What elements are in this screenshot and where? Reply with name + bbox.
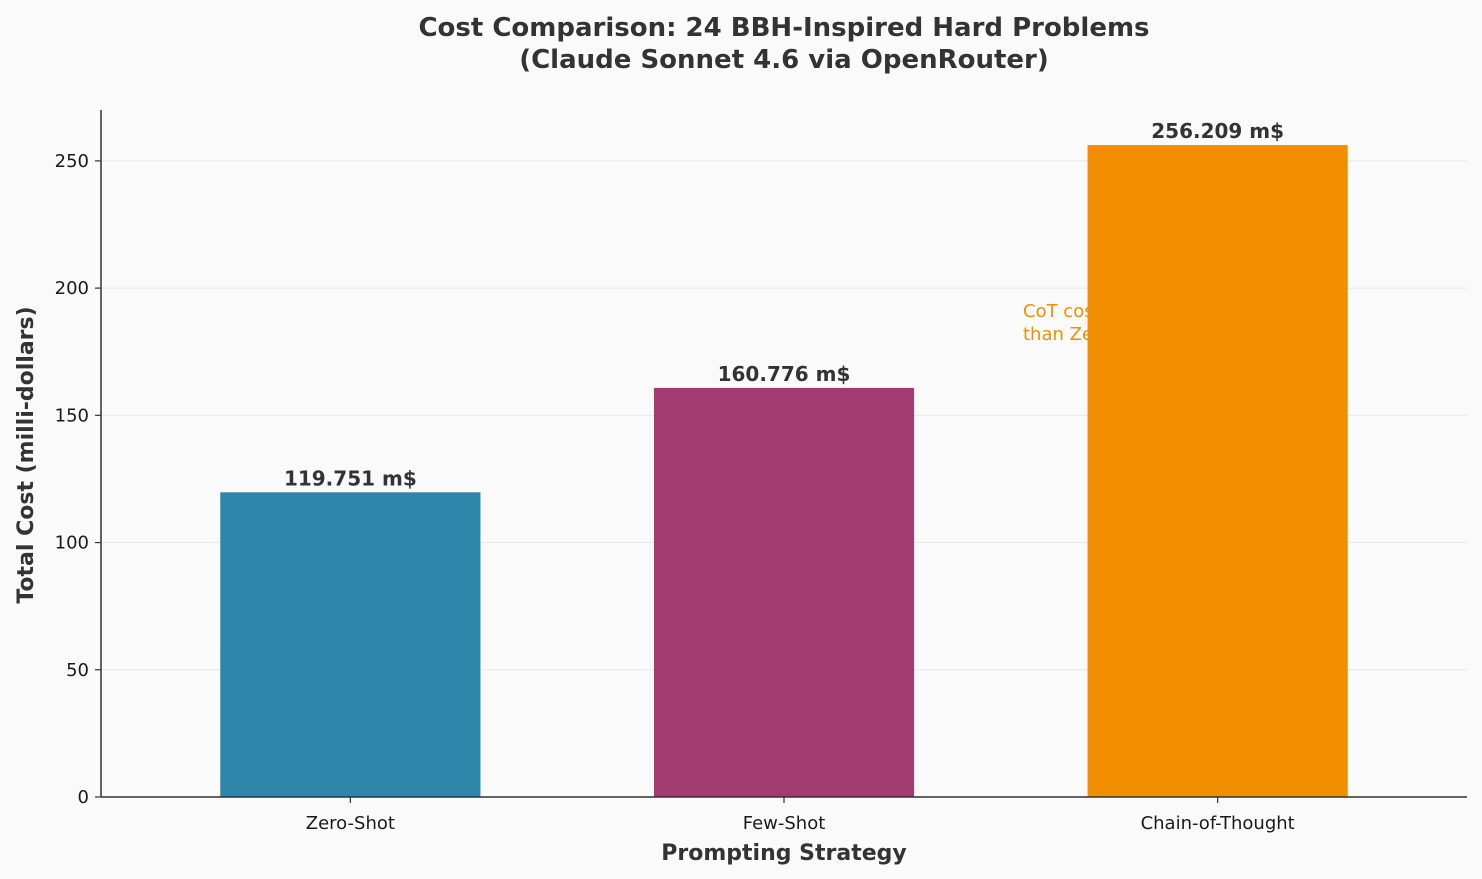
annotation: CoT costs than Zero — [1023, 301, 1111, 345]
data-label-chain-of-thought: 256.209 m$ — [1151, 119, 1284, 143]
chart-title-line2: (Claude Sonnet 4.6 via OpenRouter) — [519, 45, 1049, 75]
y-tick-label-200: 200 — [55, 278, 89, 299]
bar-chain-of-thought — [1087, 145, 1348, 797]
y-tick-label-150: 150 — [55, 405, 89, 426]
y-tick-label-250: 250 — [55, 151, 89, 172]
x-tick-label-chain-of-thought: Chain-of-Thought — [1141, 813, 1295, 834]
annotation-line1: CoT costs — [1023, 301, 1110, 322]
bars — [220, 145, 1348, 797]
y-tick-label-0: 0 — [78, 787, 89, 808]
x-tick-label-few-shot: Few-Shot — [743, 813, 826, 834]
data-label-few-shot: 160.776 m$ — [718, 362, 851, 386]
x-tick-label-zero-shot: Zero-Shot — [306, 813, 395, 834]
bar-few-shot — [653, 387, 915, 797]
chart-title-line1: Cost Comparison: 24 BBH-Inspired Hard Pr… — [418, 13, 1149, 43]
data-label-zero-shot: 119.751 m$ — [284, 466, 417, 490]
y-axis-title: Total Cost (milli-dollars) — [14, 306, 39, 603]
bar-zero-shot — [220, 492, 481, 797]
annotation-line2: than Zero — [1023, 324, 1111, 345]
data-labels: 119.751 m$ 160.776 m$ 256.209 m$ — [284, 119, 1284, 490]
y-tick-label-100: 100 — [55, 533, 89, 554]
y-tick-label-50: 50 — [66, 660, 89, 681]
x-axis-title: Prompting Strategy — [661, 841, 906, 866]
x-ticks: Zero-Shot Few-Shot Chain-of-Thought — [306, 797, 1295, 834]
y-ticks: 0 50 100 150 200 250 — [55, 151, 101, 808]
